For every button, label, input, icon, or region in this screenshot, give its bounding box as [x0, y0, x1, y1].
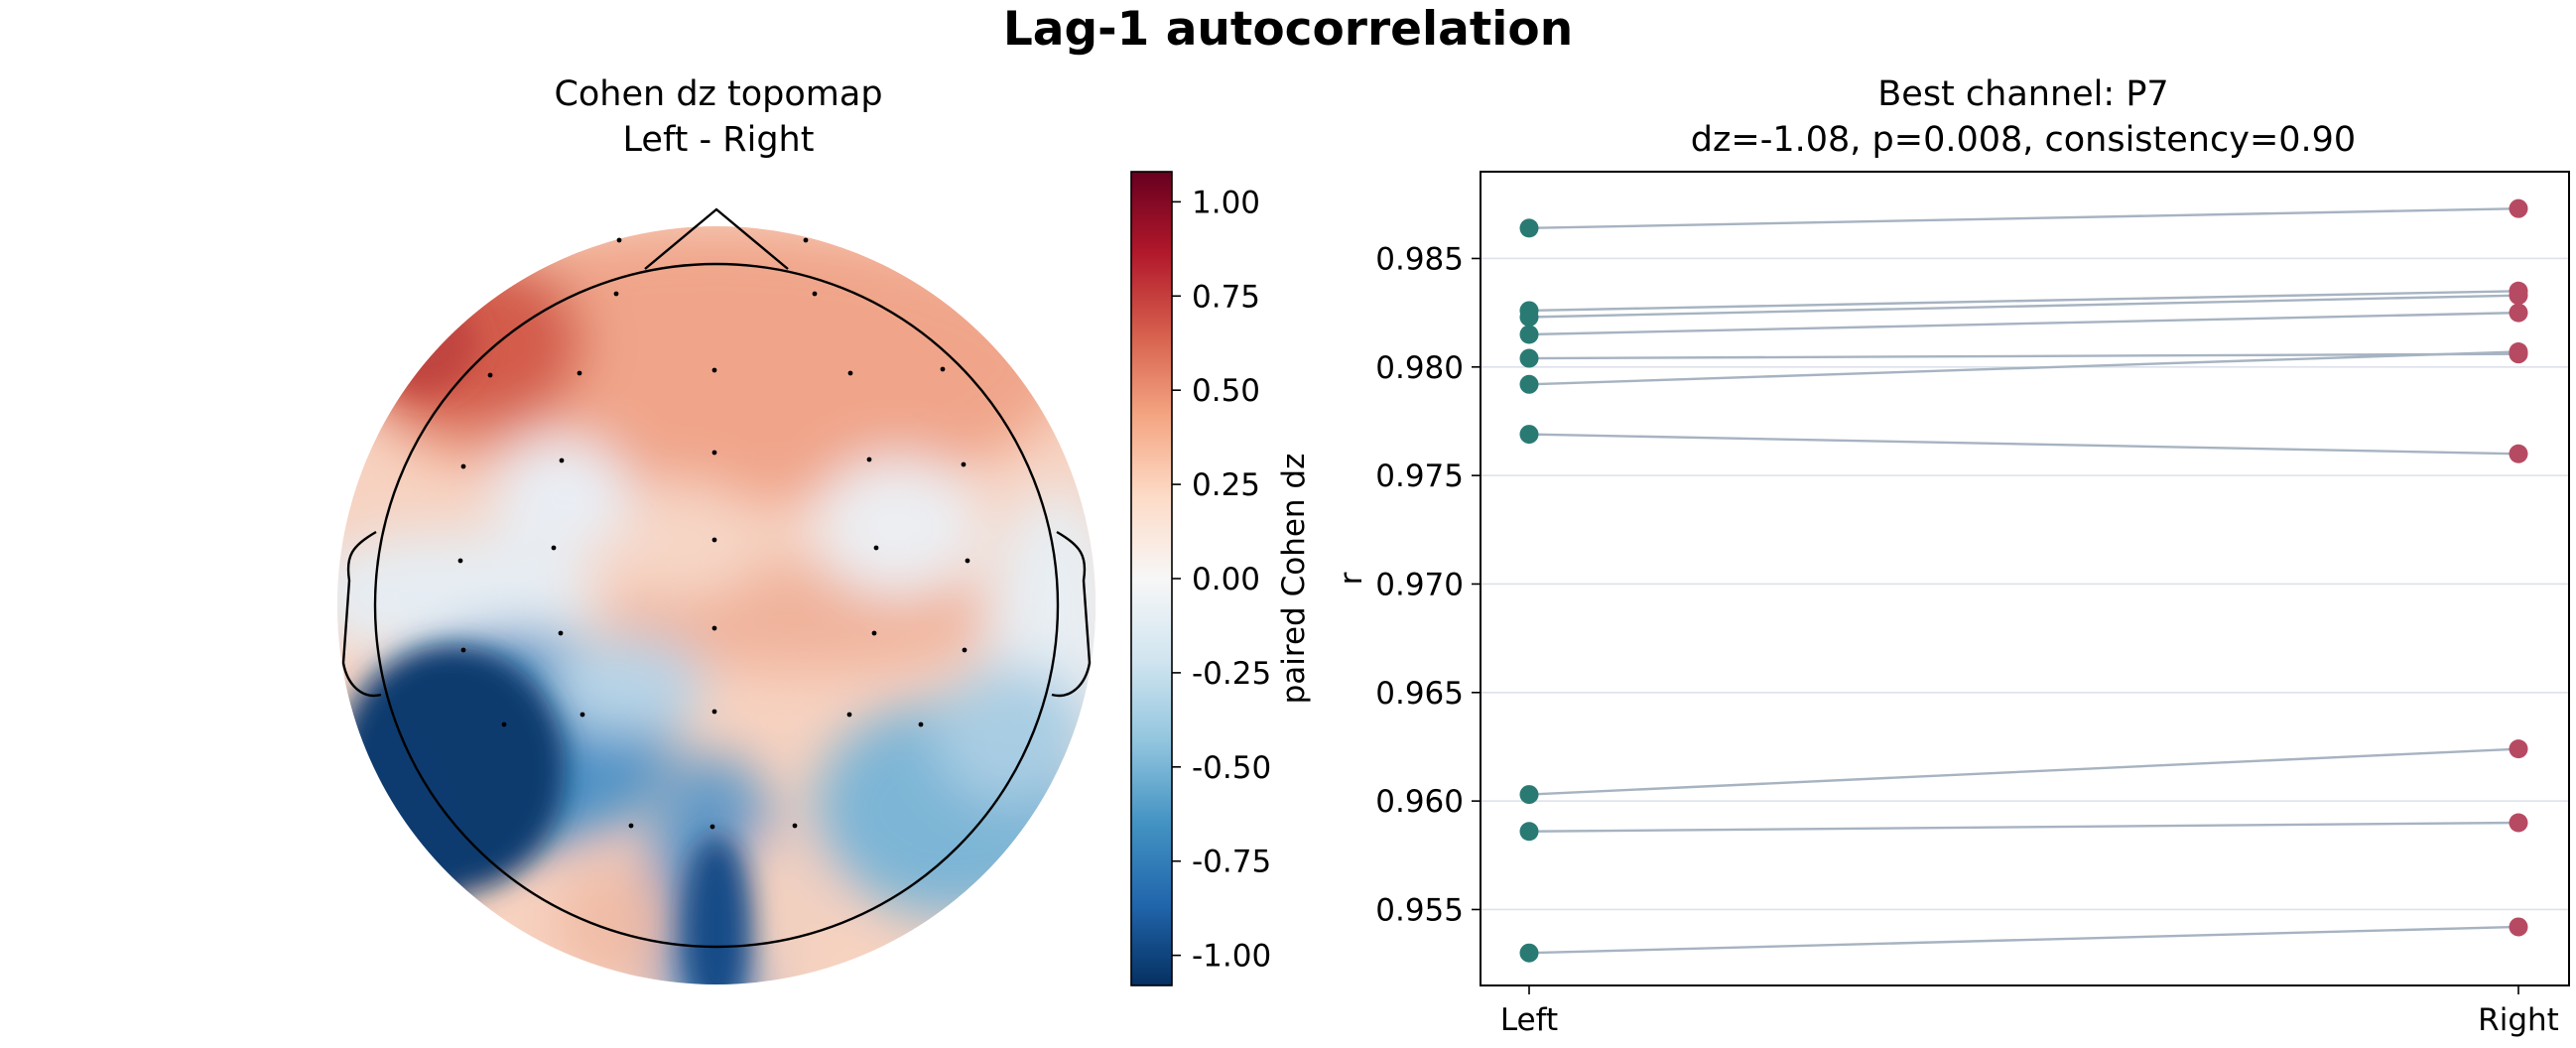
y-tick-label: 0.960: [1375, 784, 1464, 820]
colorbar-tick-label: 0.25: [1192, 467, 1260, 503]
colorbar-tick-label: -0.50: [1192, 750, 1271, 786]
colorbar-tick-label: 0.00: [1192, 562, 1260, 597]
right-point: [2509, 813, 2528, 833]
pair-line: [1528, 433, 2519, 456]
topomap-panel: Cohen dz topomap Left - Right: [337, 74, 1312, 986]
y-tick-label: 0.985: [1375, 241, 1464, 277]
nose-outline: [644, 207, 789, 270]
pair-line: [1528, 290, 2519, 313]
pair-line: [1528, 925, 2519, 955]
head-outline: [373, 262, 1060, 949]
pair-line: [1528, 350, 2519, 386]
sensor-dots: [457, 237, 970, 830]
paired-plot-subtitle: dz=-1.08, p=0.008, consistency=0.90: [1691, 120, 2356, 160]
x-axis-ticks: Left Right: [1500, 985, 2559, 1038]
y-axis-label: r: [1334, 572, 1369, 585]
topomap-field: [337, 226, 1095, 984]
right-ear-outline: [1051, 530, 1092, 698]
figure-title: Lag-1 autocorrelation: [1003, 2, 1573, 57]
colorbar-ticks: 1.00 0.75 0.50 0.25 0.00 -0.25 -0.50 -0.75 -1.00: [1172, 185, 1271, 975]
y-tick-label: 0.975: [1375, 458, 1464, 494]
y-axis-ticks: 0.955 0.960 0.965 0.970 0.975 0.980 0.985: [1375, 241, 1481, 928]
left-point: [1519, 425, 1539, 445]
left-point: [1519, 374, 1539, 394]
paired-dot-panel: Best channel: P7 dz=-1.08, p=0.008, cons…: [1334, 74, 2570, 1038]
colorbar-tick-label: -0.25: [1192, 656, 1271, 692]
right-point: [2509, 198, 2528, 218]
right-point: [2509, 917, 2528, 937]
left-point: [1519, 348, 1539, 368]
right-point: [2509, 341, 2528, 361]
pair-line: [1528, 352, 2519, 360]
right-point: [2509, 286, 2528, 306]
y-tick-label: 0.965: [1375, 676, 1464, 712]
colorbar-tick-label: 1.00: [1192, 185, 1260, 220]
pair-line: [1528, 821, 2519, 833]
topomap-title: Cohen dz topomap: [554, 74, 882, 114]
left-point: [1519, 785, 1539, 805]
data-points: [1519, 198, 2528, 963]
right-point: [2509, 444, 2528, 463]
pair-line: [1528, 294, 2519, 319]
colorbar: [1130, 171, 1173, 986]
pair-line: [1528, 747, 2519, 796]
colorbar-tick-label: 0.75: [1192, 279, 1260, 315]
y-tick-label: 0.970: [1375, 567, 1464, 602]
left-point: [1519, 218, 1539, 238]
right-point: [2509, 303, 2528, 323]
pair-lines: [1528, 206, 2519, 955]
left-point: [1519, 822, 1539, 842]
colorbar-tick-label: 0.50: [1192, 373, 1260, 409]
plot-frame: [1480, 171, 2570, 986]
x-tick-label: Left: [1500, 1002, 1558, 1038]
topomap-subtitle: Left - Right: [623, 120, 815, 160]
colorbar-tick-label: -0.75: [1192, 845, 1271, 880]
paired-plot-title: Best channel: P7: [1877, 74, 2168, 114]
colorbar-label: paired Cohen dz: [1276, 454, 1312, 705]
right-point: [2509, 739, 2528, 759]
x-tick-label: Right: [2478, 1002, 2559, 1038]
pair-line: [1528, 206, 2519, 230]
left-point: [1519, 943, 1539, 963]
pair-line: [1528, 311, 2519, 336]
left-point: [1519, 308, 1539, 328]
left-point: [1519, 325, 1539, 344]
left-ear-outline: [341, 530, 382, 698]
y-tick-label: 0.955: [1375, 892, 1464, 928]
y-tick-label: 0.980: [1375, 350, 1464, 386]
grid-lines: [1481, 257, 2569, 911]
colorbar-tick-label: -1.00: [1192, 939, 1271, 975]
